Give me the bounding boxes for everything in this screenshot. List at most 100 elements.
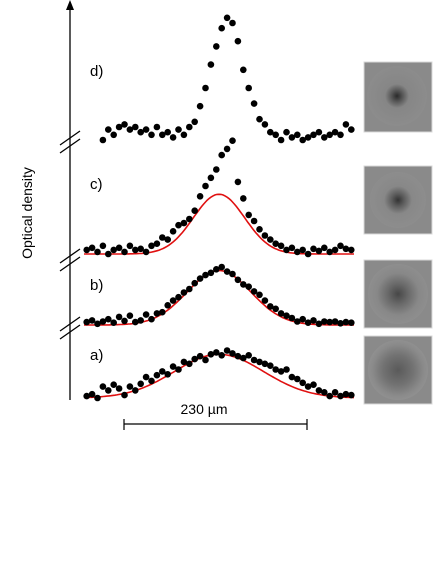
data-point-d [207, 61, 215, 68]
fit-curve-b [84, 269, 354, 326]
data-point-a [99, 383, 107, 390]
data-point-b [202, 271, 209, 279]
data-point-b [223, 268, 231, 275]
data-point-b [299, 315, 307, 323]
data-point-d [310, 131, 317, 139]
data-point-d [142, 126, 150, 133]
data-point-a [223, 347, 231, 354]
data-point-c [223, 145, 231, 153]
data-point-d [331, 128, 339, 136]
y-axis-arrow-icon [66, 0, 74, 10]
data-point-a [267, 362, 274, 370]
data-point-c [272, 240, 280, 247]
data-point-d [169, 134, 177, 141]
data-point-b [110, 319, 117, 327]
data-point-b [148, 315, 155, 323]
data-point-c [159, 234, 166, 241]
data-point-d [175, 126, 182, 133]
data-point-d [240, 66, 247, 74]
fit-curves [83, 193, 355, 399]
data-point-c [169, 228, 177, 235]
inset-image-c [363, 165, 433, 235]
data-point-b [186, 285, 193, 293]
data-point-b [245, 283, 252, 291]
data-point-c [294, 248, 301, 256]
data-point-d [261, 121, 269, 128]
panel-label-a: a) [90, 347, 103, 364]
data-point-c [137, 245, 144, 253]
data-point-a [164, 371, 171, 378]
data-point-b [240, 281, 247, 288]
data-point-c [142, 248, 150, 256]
data-point-c [99, 242, 107, 250]
data-point-a [261, 360, 269, 368]
data-point-c [245, 211, 252, 219]
data-point-a [180, 358, 188, 366]
data-point-b [213, 266, 220, 273]
data-point-d [234, 37, 242, 45]
data-point-a [277, 368, 285, 375]
data-point-c [229, 137, 236, 144]
data-point-a [126, 383, 134, 390]
data-point-a [94, 394, 101, 402]
data-point-b [288, 314, 296, 322]
data-point-b [342, 318, 350, 326]
data-point-b [256, 291, 263, 299]
data-point-b [153, 310, 161, 317]
data-point-a [105, 387, 112, 394]
data-point-c [240, 195, 247, 202]
data-point-d [180, 131, 188, 139]
data-point-a [196, 352, 204, 360]
scale-bar-label: 230 µm [181, 401, 228, 417]
data-point-a [110, 381, 117, 389]
data-point-a [348, 391, 355, 399]
panel-label-b: b) [90, 277, 103, 294]
data-point-a [169, 363, 177, 370]
data-point-b [234, 276, 242, 284]
data-point-d [277, 136, 285, 144]
data-point-a [245, 352, 252, 359]
data-point-d [315, 128, 323, 136]
data-point-c [110, 246, 117, 254]
data-point-c [331, 246, 339, 254]
data-point-a [337, 392, 344, 400]
data-point-b [272, 305, 280, 313]
data-point-a [83, 392, 90, 400]
data-point-c [342, 245, 350, 253]
data-point-b [315, 320, 323, 328]
data-point-b [261, 297, 269, 304]
scale-bar [123, 419, 308, 430]
data-point-c [126, 242, 134, 250]
data-point-a [240, 354, 247, 362]
data-point-d [299, 136, 307, 144]
data-point-b [267, 303, 274, 310]
data-point-b [191, 279, 198, 287]
data-point-c [180, 219, 188, 227]
data-point-c [121, 248, 128, 256]
panel-label-c: c) [90, 176, 103, 193]
data-point-b [304, 319, 312, 327]
data-point-c [326, 248, 334, 256]
data-point-d [191, 118, 198, 126]
data-point-d [99, 136, 107, 144]
data-point-a [191, 355, 198, 363]
data-point-a [159, 368, 166, 375]
data-point-d [115, 123, 123, 131]
data-point-d [202, 84, 209, 92]
data-point-c [148, 242, 155, 250]
data-point-d [256, 115, 263, 123]
data-point-b [207, 269, 215, 277]
data-point-b [180, 289, 188, 296]
data-point-b [250, 288, 258, 295]
data-point-d [288, 134, 296, 141]
data-point-b [105, 315, 112, 323]
data-point-a [321, 389, 328, 396]
data-point-b [310, 317, 317, 324]
data-point-a [207, 351, 215, 358]
data-point-d [105, 126, 112, 133]
data-point-c [250, 217, 258, 225]
data-point-b [294, 318, 301, 325]
data-point-c [337, 242, 344, 250]
data-point-b [126, 312, 134, 320]
data-point-c [315, 247, 323, 255]
